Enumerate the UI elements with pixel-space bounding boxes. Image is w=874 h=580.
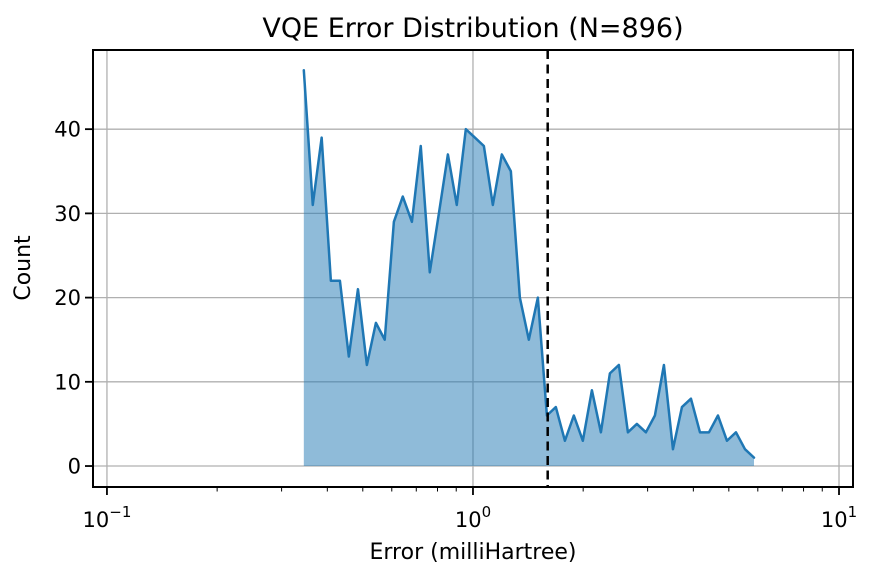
x-axis-label: Error (milliHartree) [370,540,577,565]
distribution-line [302,68,756,459]
distribution-fill [303,70,754,467]
y-tick-label: 40 [54,118,81,142]
y-tick-label: 0 [68,455,81,479]
y-tick-label: 20 [54,286,81,310]
y-tick-label: 30 [54,202,81,226]
chart-title: VQE Error Distribution (N=896) [262,13,683,44]
x-tick-label: 10−1 [83,503,132,532]
y-tick-label: 10 [54,370,81,394]
y-axis-label: Count [11,235,36,301]
x-tick-label: 101 [821,503,857,532]
x-tick-label: 100 [455,503,491,532]
